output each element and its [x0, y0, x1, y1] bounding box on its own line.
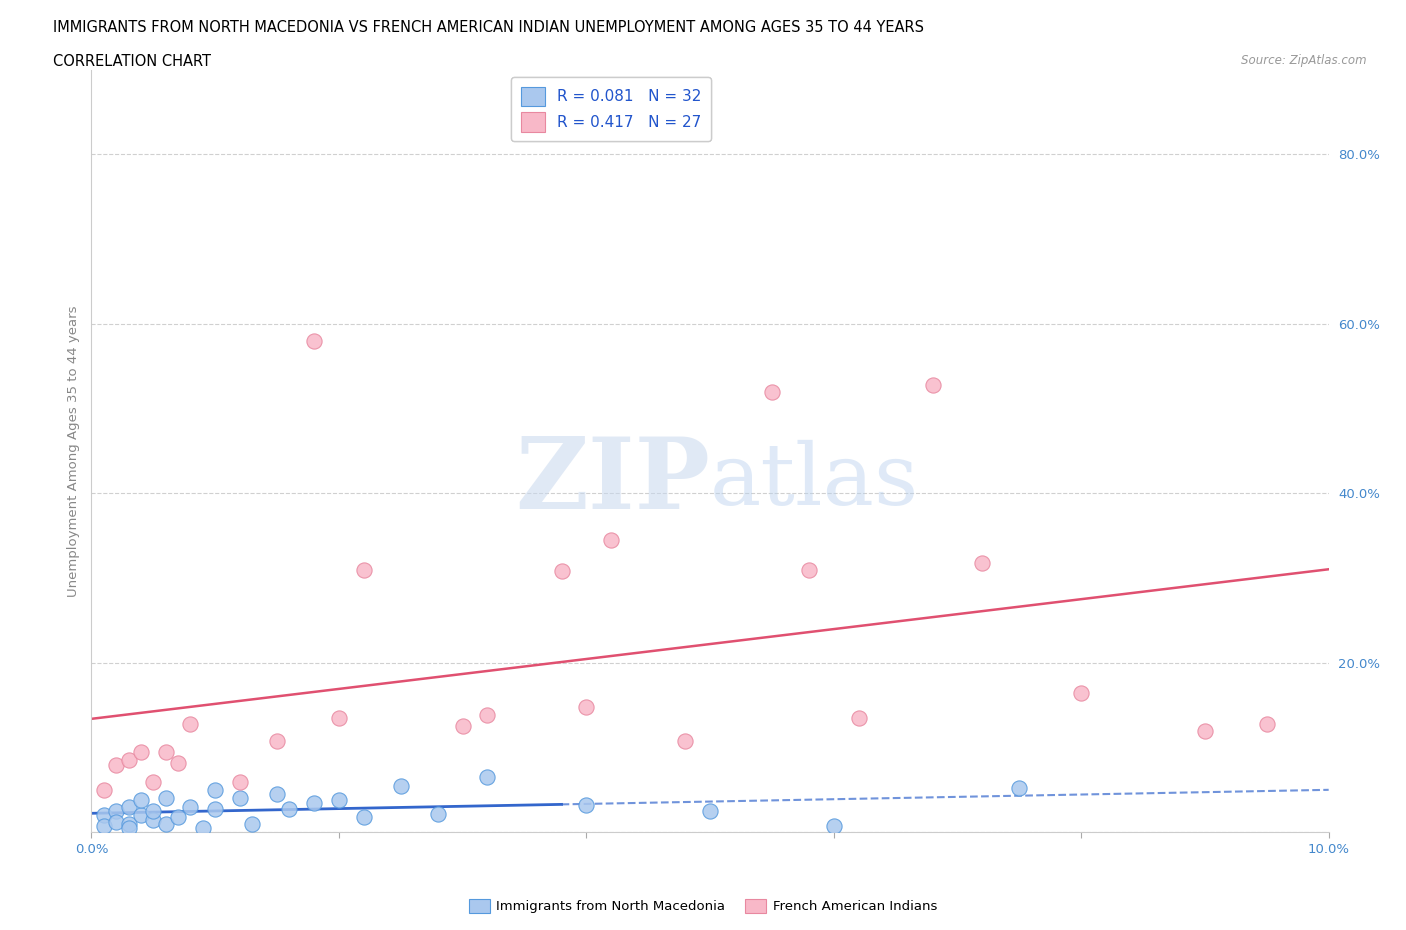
- Point: [761, 384, 783, 399]
- Point: [673, 734, 696, 749]
- Point: [1256, 716, 1278, 731]
- Legend: R = 0.081   N = 32, R = 0.417   N = 27: R = 0.081 N = 32, R = 0.417 N = 27: [512, 77, 711, 141]
- Point: [142, 812, 165, 827]
- Point: [823, 818, 845, 833]
- Y-axis label: Unemployment Among Ages 35 to 44 years: Unemployment Among Ages 35 to 44 years: [67, 305, 80, 597]
- Text: atlas: atlas: [710, 440, 920, 524]
- Point: [105, 757, 128, 772]
- Point: [389, 778, 412, 793]
- Legend: Immigrants from North Macedonia, French American Indians: Immigrants from North Macedonia, French …: [464, 894, 942, 919]
- Point: [302, 334, 325, 349]
- Text: Source: ZipAtlas.com: Source: ZipAtlas.com: [1241, 54, 1367, 67]
- Text: CORRELATION CHART: CORRELATION CHART: [53, 54, 211, 69]
- Point: [266, 734, 288, 749]
- Point: [426, 806, 449, 821]
- Point: [167, 755, 190, 770]
- Point: [477, 708, 499, 723]
- Point: [1070, 685, 1092, 700]
- Point: [93, 818, 115, 833]
- Point: [328, 711, 350, 725]
- Point: [972, 555, 994, 570]
- Point: [155, 744, 177, 759]
- Point: [155, 791, 177, 806]
- Point: [129, 744, 152, 759]
- Point: [353, 810, 375, 825]
- Point: [797, 563, 820, 578]
- Point: [1194, 724, 1216, 738]
- Point: [550, 564, 572, 578]
- Text: IMMIGRANTS FROM NORTH MACEDONIA VS FRENCH AMERICAN INDIAN UNEMPLOYMENT AMONG AGE: IMMIGRANTS FROM NORTH MACEDONIA VS FRENC…: [53, 20, 924, 35]
- Point: [117, 800, 139, 815]
- Point: [117, 817, 139, 831]
- Text: ZIP: ZIP: [515, 433, 710, 530]
- Point: [105, 804, 128, 818]
- Point: [129, 808, 152, 823]
- Point: [600, 533, 623, 548]
- Point: [117, 820, 139, 835]
- Point: [191, 820, 214, 835]
- Point: [575, 798, 598, 813]
- Point: [105, 815, 128, 830]
- Point: [142, 774, 165, 789]
- Point: [179, 716, 201, 731]
- Point: [179, 800, 201, 815]
- Point: [1008, 781, 1031, 796]
- Point: [93, 782, 115, 797]
- Point: [93, 808, 115, 823]
- Point: [699, 804, 721, 818]
- Point: [204, 782, 226, 797]
- Point: [155, 817, 177, 831]
- Point: [353, 563, 375, 578]
- Point: [266, 787, 288, 802]
- Point: [240, 817, 263, 831]
- Point: [204, 801, 226, 816]
- Point: [302, 795, 325, 810]
- Point: [278, 801, 301, 816]
- Point: [328, 792, 350, 807]
- Point: [921, 378, 943, 392]
- Point: [229, 791, 252, 806]
- Point: [142, 804, 165, 818]
- Point: [129, 792, 152, 807]
- Point: [848, 711, 870, 725]
- Point: [229, 774, 252, 789]
- Point: [117, 753, 139, 768]
- Point: [167, 810, 190, 825]
- Point: [575, 699, 598, 714]
- Point: [477, 770, 499, 785]
- Point: [451, 719, 474, 734]
